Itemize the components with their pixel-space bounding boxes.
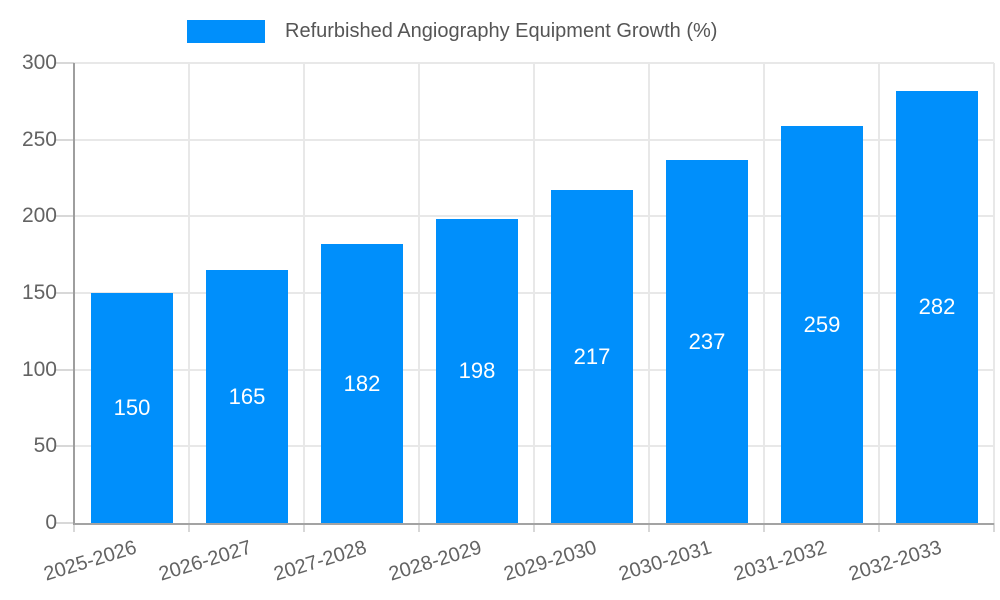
- gridline-vertical: [303, 63, 305, 523]
- x-axis-line: [74, 523, 994, 525]
- gridline-vertical: [763, 63, 765, 523]
- gridline-vertical: [648, 63, 650, 523]
- gridline-vertical: [188, 63, 190, 523]
- y-axis-tick: [56, 445, 74, 447]
- gridline-vertical: [418, 63, 420, 523]
- bar-value-label: 217: [573, 344, 611, 369]
- y-axis-tick: [56, 522, 74, 524]
- bar-value-label: 237: [688, 329, 726, 354]
- y-tick-label: 0: [45, 511, 57, 534]
- bar[interactable]: 259: [781, 126, 863, 523]
- gridline-vertical: [993, 63, 995, 523]
- y-axis-tick: [56, 139, 74, 141]
- y-axis-line: [73, 63, 75, 525]
- bar-value-label: 150: [113, 395, 151, 420]
- bar[interactable]: 165: [206, 270, 288, 523]
- y-tick-label: 100: [21, 358, 57, 381]
- y-axis-tick: [56, 62, 74, 64]
- bar-value-label: 282: [918, 294, 956, 319]
- y-axis-tick: [56, 292, 74, 294]
- bar-value-label: 259: [803, 312, 841, 337]
- legend-label: Refurbished Angiography Equipment Growth…: [285, 20, 718, 42]
- y-tick-label: 250: [21, 128, 57, 151]
- gridline-vertical: [533, 63, 535, 523]
- bar-value-label: 198: [458, 358, 496, 383]
- bar-value-label: 165: [228, 384, 266, 409]
- bar[interactable]: 217: [551, 190, 633, 523]
- x-axis-tick: [303, 523, 305, 532]
- bar[interactable]: 282: [896, 91, 978, 523]
- y-tick-label: 300: [21, 51, 57, 74]
- bar[interactable]: 198: [436, 219, 518, 523]
- y-axis-tick: [56, 215, 74, 217]
- y-axis-tick: [56, 369, 74, 371]
- y-tick-label: 50: [33, 434, 57, 457]
- x-axis-tick: [73, 523, 75, 532]
- x-axis-tick: [763, 523, 765, 532]
- bar[interactable]: 150: [91, 293, 173, 523]
- bar-value-label: 182: [343, 371, 381, 396]
- y-tick-label: 200: [21, 204, 57, 227]
- bar[interactable]: 237: [666, 160, 748, 523]
- x-axis-tick: [878, 523, 880, 532]
- x-axis-tick: [993, 523, 995, 532]
- y-tick-label: 150: [21, 281, 57, 304]
- x-axis-tick: [188, 523, 190, 532]
- x-axis-tick: [418, 523, 420, 532]
- legend-item[interactable]: Refurbished Angiography Equipment Growth…: [187, 20, 717, 43]
- x-axis-tick: [648, 523, 650, 532]
- bar[interactable]: 182: [321, 244, 403, 523]
- legend-swatch: [187, 20, 265, 43]
- x-axis-tick: [533, 523, 535, 532]
- gridline-vertical: [878, 63, 880, 523]
